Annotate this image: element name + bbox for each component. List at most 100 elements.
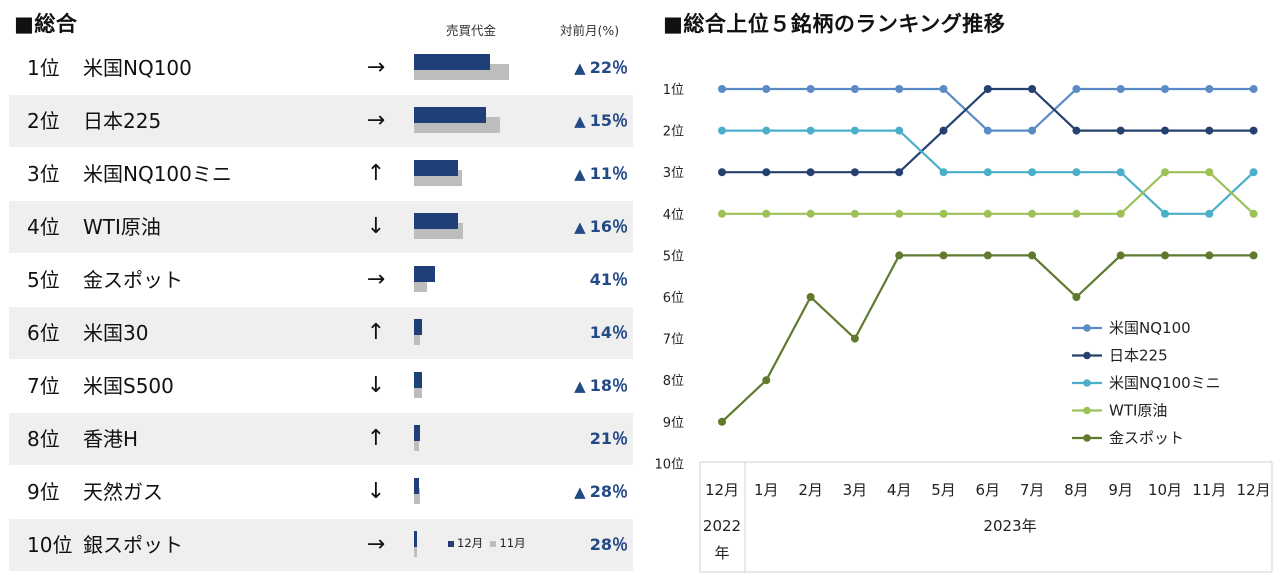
x-tick-label: 7月: [1020, 481, 1045, 499]
rank-label: 4位: [27, 215, 60, 239]
x-tick-label: 3月: [843, 481, 868, 499]
trend-arrow: →: [366, 532, 386, 557]
data-point: [1072, 85, 1081, 93]
table-row: 8位 香港H ↑ 21％: [9, 413, 633, 465]
change-value: 28％: [590, 519, 628, 571]
volume-bar-current: [414, 213, 458, 229]
data-point: [850, 209, 859, 218]
x-tick-label: 10月: [1148, 481, 1182, 499]
data-point: [895, 168, 904, 177]
data-point: [1161, 251, 1169, 260]
volume-bar-current: [414, 107, 487, 123]
data-point: [1116, 251, 1125, 260]
trend-arrow: ↓: [366, 373, 386, 398]
x-tick-label: 8月: [1064, 481, 1089, 499]
year-label-2022: 2022 年: [703, 517, 741, 562]
y-tick-label: 2位: [663, 125, 684, 140]
rank-label: 7位: [27, 374, 60, 398]
data-point: [1205, 209, 1214, 218]
instrument-name: WTI原油: [83, 215, 161, 239]
data-point: [895, 126, 904, 135]
table-row: 4位 WTI原油 ↓ ▲ 16％: [9, 201, 633, 253]
data-point: [1028, 126, 1037, 135]
data-point: [1072, 293, 1081, 301]
data-point: [806, 209, 815, 218]
data-point: [983, 168, 992, 177]
rank-label: 9位: [27, 480, 60, 504]
data-point: [1249, 251, 1258, 260]
rank-label: 3位: [27, 162, 60, 186]
table-row: 2位 日本225 → ▲ 15％: [9, 95, 633, 147]
data-point: [850, 85, 859, 93]
data-point: [718, 417, 726, 426]
change-percent: 22％: [589, 58, 628, 77]
bar-legend: 12月 11月: [448, 535, 526, 551]
up-triangle-icon: ▲: [574, 59, 586, 77]
instrument-name: 米国NQ100ミニ: [83, 162, 232, 186]
data-point: [1028, 85, 1037, 93]
y-tick-label: 10位: [654, 457, 684, 472]
up-triangle-icon: ▲: [574, 165, 586, 183]
trend-arrow: →: [366, 267, 386, 292]
change-percent: 28％: [589, 535, 628, 554]
rank-label: 1位: [27, 56, 60, 80]
change-percent: 21％: [589, 429, 628, 448]
data-point: [1028, 251, 1037, 260]
change-value: ▲ 16％: [574, 201, 628, 253]
data-point: [1249, 209, 1258, 218]
data-point: [939, 126, 948, 135]
data-point: [718, 209, 726, 218]
x-tick-label: 4月: [887, 481, 912, 499]
ranking-trend-chart: ■総合上位５銘柄のランキング推移 1位 2位 3位 4位 5位 6位 7位 8位 9位 10位 12…: [640, 0, 1285, 580]
x-tick-label: 11月: [1192, 481, 1226, 499]
legend-current-swatch: [448, 540, 454, 547]
volume-bar-current: [414, 478, 419, 494]
data-point: [850, 334, 859, 343]
data-point: [1161, 168, 1169, 177]
table-row: 3位 米国NQ100ミニ ↑ ▲ 11％: [9, 148, 633, 200]
trend-arrow: ↓: [366, 479, 386, 504]
change-value: 41％: [590, 254, 628, 306]
y-tick-label: 3位: [663, 166, 684, 181]
data-point: [762, 209, 771, 218]
data-point: [762, 85, 771, 93]
data-point: [1205, 126, 1214, 135]
data-point: [1249, 168, 1258, 177]
legend-label: WTI原油: [1109, 402, 1167, 420]
change-percent: 14％: [589, 323, 628, 342]
table-row: 1位 米国NQ100 → ▲ 22％: [9, 42, 633, 94]
change-percent: 18％: [589, 376, 628, 395]
volume-bar-current: [414, 319, 422, 335]
table-title: ■総合: [14, 12, 78, 36]
trend-arrow: →: [366, 55, 386, 80]
change-value: ▲ 28％: [574, 466, 628, 518]
data-point: [762, 126, 771, 135]
change-percent: 41％: [589, 270, 628, 289]
legend-current-label: 12月: [457, 536, 484, 550]
data-point: [1205, 168, 1214, 177]
data-point: [1249, 85, 1258, 93]
volume-bar-current: [414, 160, 458, 176]
table-row: 9位 天然ガス ↓ ▲ 28％: [9, 466, 633, 518]
legend-label: 米国NQ100: [1109, 319, 1191, 337]
data-point: [939, 168, 948, 177]
legend-marker: [1083, 406, 1091, 415]
trend-arrow: ↓: [366, 214, 386, 239]
legend-marker: [1083, 379, 1091, 387]
up-triangle-icon: ▲: [574, 112, 586, 130]
table-row: 10位 銀スポット → 28％: [9, 519, 633, 571]
instrument-name: 銀スポット: [83, 533, 183, 557]
line-chart-svg: 1位 2位 3位 4位 5位 6位 7位 8位 9位 10位 12月 1月 2月 3月 4月 5月 6月 7月 8月…: [654, 83, 1273, 573]
data-point: [1161, 126, 1169, 135]
rank-label: 6位: [27, 321, 60, 345]
instrument-name: 日本225: [83, 109, 162, 133]
data-point: [806, 85, 815, 93]
header-volume: 売買代金: [446, 23, 497, 38]
volume-bar-previous: [414, 541, 417, 557]
data-point: [939, 85, 948, 93]
table-row: 6位 米国30 ↑ 14％: [9, 307, 633, 359]
x-tick-label: 12月: [1237, 481, 1271, 499]
y-tick-label: 8位: [663, 374, 684, 389]
volume-bar-current: [414, 266, 435, 282]
legend-label: 金スポット: [1109, 429, 1184, 447]
